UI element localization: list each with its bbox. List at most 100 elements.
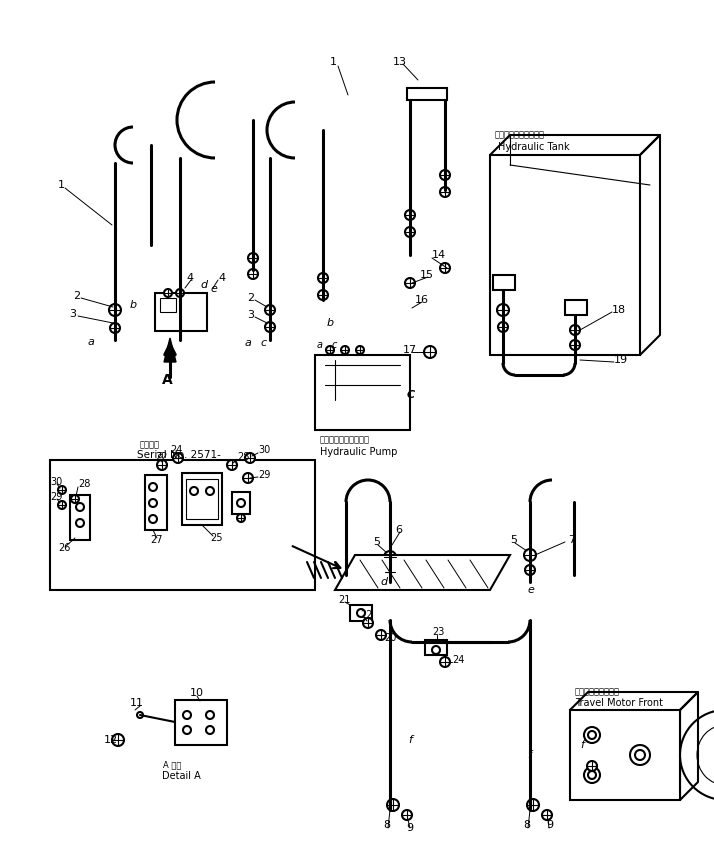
Text: ハイドロリックポンプ: ハイドロリックポンプ [320, 436, 370, 444]
Circle shape [58, 501, 66, 509]
Circle shape [341, 346, 349, 354]
Text: a: a [88, 337, 95, 347]
Text: 29: 29 [50, 492, 62, 502]
Text: 18: 18 [612, 305, 626, 315]
Text: 5: 5 [373, 537, 380, 547]
Text: 2: 2 [247, 293, 254, 303]
Bar [350, 605, 372, 621]
Circle shape [542, 810, 552, 820]
Text: f: f [408, 735, 412, 745]
Circle shape [440, 187, 450, 197]
Circle shape [525, 565, 535, 575]
Circle shape [440, 263, 450, 273]
Text: Travel Motor Front: Travel Motor Front [575, 698, 663, 708]
Circle shape [183, 726, 191, 734]
Text: 走行モータフロント: 走行モータフロント [575, 688, 620, 696]
Circle shape [206, 726, 214, 734]
Text: d: d [380, 577, 387, 587]
Text: 管合号第: 管合号第 [140, 440, 160, 449]
Text: 20: 20 [384, 633, 396, 643]
Text: 19: 19 [614, 355, 628, 365]
Circle shape [237, 499, 245, 507]
Text: 17: 17 [403, 345, 417, 355]
Circle shape [635, 750, 645, 760]
Text: 28: 28 [237, 452, 249, 462]
Circle shape [570, 325, 580, 335]
Circle shape [149, 515, 157, 523]
Text: 9: 9 [546, 820, 553, 830]
Circle shape [387, 799, 399, 811]
Circle shape [356, 346, 364, 354]
Text: 10: 10 [190, 688, 204, 698]
Circle shape [497, 304, 509, 316]
Circle shape [432, 646, 440, 654]
Text: 5: 5 [510, 535, 517, 545]
Circle shape [402, 810, 412, 820]
Circle shape [245, 453, 255, 463]
Circle shape [440, 657, 450, 667]
Bar [145, 475, 167, 530]
Circle shape [584, 767, 600, 783]
Text: A 詳細: A 詳細 [163, 761, 181, 769]
Ellipse shape [680, 710, 714, 800]
Circle shape [405, 210, 415, 220]
Text: c: c [332, 340, 338, 350]
Circle shape [137, 712, 143, 718]
Bar [315, 355, 410, 430]
Circle shape [157, 460, 167, 470]
Circle shape [248, 269, 258, 279]
Circle shape [524, 549, 536, 561]
Circle shape [227, 460, 237, 470]
Circle shape [149, 483, 157, 491]
Circle shape [164, 289, 172, 297]
Text: 12: 12 [104, 735, 118, 745]
Text: 30: 30 [258, 445, 271, 455]
Circle shape [248, 253, 258, 263]
Circle shape [440, 170, 450, 180]
Text: A: A [162, 373, 173, 387]
Text: f: f [527, 750, 531, 760]
Circle shape [588, 771, 596, 779]
Text: 26: 26 [58, 543, 71, 553]
Circle shape [206, 487, 214, 495]
Text: 22: 22 [155, 452, 168, 462]
Text: b: b [130, 300, 137, 310]
Circle shape [76, 503, 84, 511]
Circle shape [405, 278, 415, 288]
Bar [186, 479, 218, 519]
Text: 3: 3 [69, 309, 76, 319]
Text: 23: 23 [432, 627, 444, 637]
Bar [407, 88, 447, 100]
Circle shape [385, 567, 395, 577]
Text: Detail A: Detail A [162, 771, 201, 781]
Text: 14: 14 [432, 250, 446, 260]
Circle shape [183, 711, 191, 719]
Text: C: C [407, 390, 415, 400]
Circle shape [357, 609, 365, 617]
Text: e: e [210, 284, 217, 294]
Text: 24: 24 [170, 445, 182, 455]
Circle shape [318, 290, 328, 300]
Text: 30: 30 [50, 477, 62, 487]
Text: 8: 8 [383, 820, 390, 830]
Circle shape [265, 305, 275, 315]
Circle shape [237, 514, 245, 522]
Bar [155, 293, 207, 331]
Bar [425, 640, 447, 655]
Text: f: f [580, 740, 584, 750]
Bar [182, 473, 222, 525]
Circle shape [630, 745, 650, 765]
Text: 11: 11 [130, 698, 144, 708]
Circle shape [176, 289, 184, 297]
Circle shape [149, 499, 157, 507]
Circle shape [570, 340, 580, 350]
Text: 8: 8 [523, 820, 530, 830]
Text: 22: 22 [360, 610, 373, 620]
Text: 15: 15 [420, 270, 434, 280]
Text: Hydraulic Pump: Hydraulic Pump [320, 447, 398, 457]
Text: a: a [245, 338, 252, 348]
Bar [570, 710, 680, 800]
Text: Hydraulic Tank: Hydraulic Tank [498, 142, 570, 152]
Circle shape [71, 495, 79, 503]
Circle shape [527, 799, 539, 811]
